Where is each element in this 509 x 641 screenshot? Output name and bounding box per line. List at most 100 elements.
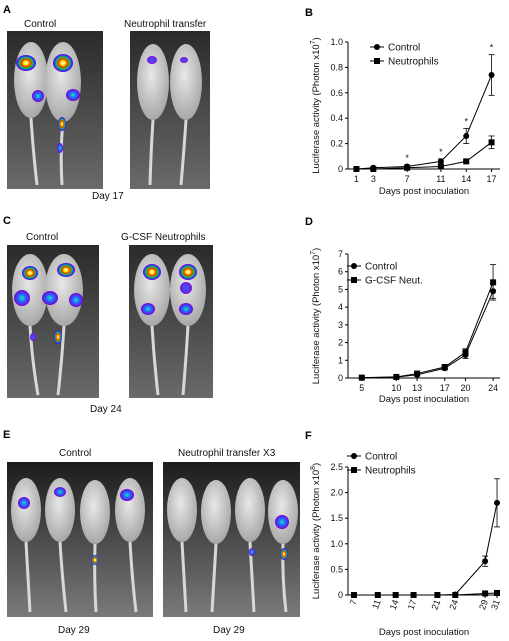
- x-tick-label: 7: [348, 598, 359, 606]
- y-tick-label: 0: [338, 373, 343, 383]
- x-tick-label: 10: [391, 383, 401, 393]
- x-tick-label: 21: [429, 598, 442, 611]
- x-tick-label: 17: [487, 174, 497, 184]
- series-line: [356, 141, 492, 170]
- panel-letter-a: A: [3, 4, 11, 16]
- panel-e-day-right: Day 29: [213, 625, 245, 636]
- y-tick-label: 0: [338, 590, 343, 600]
- signal-spot: [143, 264, 161, 280]
- panel-letter-e: E: [3, 429, 10, 441]
- data-point: [392, 592, 399, 598]
- data-point: [353, 166, 360, 172]
- chart-f: F 0 0.5 1.0 1.5 2.0 2.5 7 11 14 17 21 24 29 31 Days pos…: [305, 430, 502, 638]
- signal-spot: [69, 293, 83, 307]
- signal-spot: [249, 548, 255, 556]
- data-point: [463, 132, 470, 139]
- y-tick-label: 0.5: [330, 564, 343, 574]
- legend-marker: [351, 277, 357, 283]
- mouse-e7: [235, 478, 265, 613]
- data-point: [441, 364, 448, 371]
- signal-spot: [14, 290, 30, 306]
- x-tick-label: 11: [436, 174, 445, 184]
- panel-e-left-caption: Control: [59, 448, 91, 459]
- signal-spot: [141, 303, 155, 315]
- x-tick-label: 20: [460, 383, 470, 393]
- y-tick-label: 0.8: [330, 62, 343, 72]
- data-point: [437, 158, 444, 165]
- y-tick-label: 7: [338, 249, 343, 259]
- significance-star: *: [464, 116, 468, 126]
- mouse-e1: [11, 478, 41, 613]
- signal-spot: [179, 264, 197, 280]
- x-tick-label: 17: [406, 598, 419, 611]
- signal-spot: [54, 330, 62, 344]
- signal-spot: [22, 266, 38, 280]
- mouse-e3: [80, 480, 110, 613]
- data-point: [358, 374, 365, 381]
- y-tick-label: 0: [338, 164, 343, 174]
- panel-a-left-caption: Control: [24, 19, 56, 30]
- legend-label: Neutrophils: [388, 57, 439, 68]
- signal-spot: [275, 515, 289, 529]
- data-point: [452, 592, 459, 598]
- signal-spot: [57, 143, 63, 153]
- data-point: [374, 592, 381, 598]
- series-line: [361, 291, 494, 379]
- x-tick-label: 13: [412, 383, 422, 393]
- data-point: [434, 592, 441, 598]
- data-point: [490, 279, 497, 286]
- data-point: [482, 558, 489, 565]
- signal-spot: [91, 555, 99, 565]
- signal-spot: [32, 90, 44, 102]
- legend-label: Control: [365, 262, 397, 273]
- y-tick-label: 2.5: [330, 462, 343, 472]
- signal-spot: [147, 56, 157, 64]
- y-tick-label: 1.0: [330, 37, 343, 47]
- signal-spot: [180, 282, 192, 294]
- data-point: [414, 370, 421, 377]
- x-tick-label: 7: [405, 174, 410, 184]
- significance-star: *: [439, 147, 443, 157]
- panel-c-day: Day 24: [90, 404, 122, 415]
- legend-marker: [374, 44, 380, 50]
- x-tick-label: 24: [447, 598, 460, 611]
- mouse-e5: [167, 478, 197, 613]
- signal-spot: [53, 54, 73, 72]
- panel-e-right-caption: Neutrophil transfer X3: [178, 448, 276, 459]
- y-tick-label: 2.0: [330, 488, 343, 498]
- x-tick-label: 14: [388, 598, 401, 611]
- y-tick-label: 1: [338, 355, 343, 365]
- signal-spot: [57, 263, 75, 277]
- signal-spot: [120, 489, 134, 501]
- panel-letter: B: [305, 7, 313, 19]
- data-point: [482, 590, 489, 597]
- legend-label: Control: [388, 43, 420, 54]
- y-tick-label: 0.2: [330, 139, 343, 149]
- x-tick-label: 11: [370, 598, 383, 610]
- mouse-a4: [170, 44, 202, 186]
- x-axis-label: Days post inoculation: [379, 627, 469, 638]
- panel-e-day-left: Day 29: [58, 625, 90, 636]
- signal-spot: [180, 57, 188, 63]
- panel-a-right-caption: Neutrophil transfer: [124, 19, 207, 30]
- x-tick-label: 14: [461, 174, 471, 184]
- data-point: [488, 72, 495, 79]
- signal-spot: [42, 291, 58, 305]
- signal-spot: [30, 333, 36, 341]
- data-point: [462, 349, 469, 356]
- y-tick-label: 3: [338, 320, 343, 330]
- panel-letter: F: [305, 430, 312, 442]
- x-tick-label: 3: [371, 174, 376, 184]
- legend-label: Neutrophils: [365, 466, 416, 477]
- legend-marker: [374, 58, 380, 64]
- significance-star: *: [490, 43, 494, 53]
- y-tick-label: 0.4: [330, 113, 343, 123]
- y-tick-label: 1.5: [330, 513, 343, 523]
- chart-d: D 0 1 2 3 4 5 6 7 5 10 13 17 20 24 Days post inoculatio…: [305, 216, 500, 405]
- data-point: [393, 373, 400, 380]
- y-tick-label: 6: [338, 267, 343, 277]
- x-tick-label: 24: [488, 383, 498, 393]
- mouse-a3: [137, 44, 169, 186]
- x-tick-label: 29: [477, 598, 490, 611]
